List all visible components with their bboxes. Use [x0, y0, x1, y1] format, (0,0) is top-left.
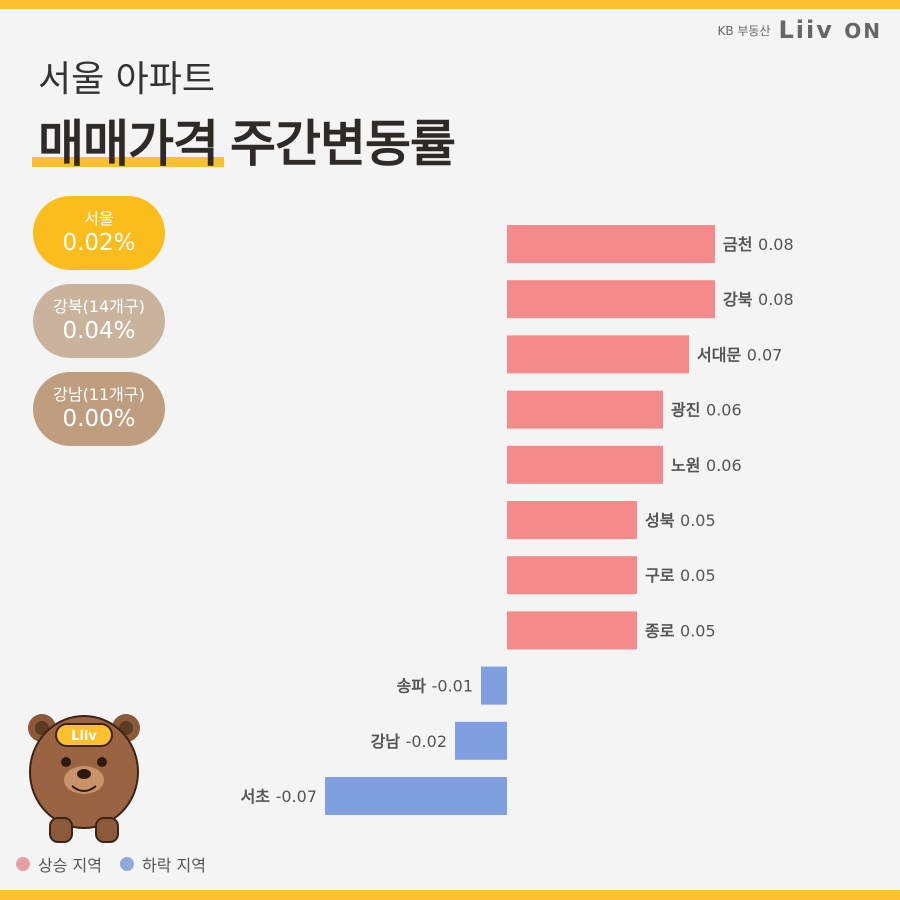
bar-종로: [507, 611, 637, 650]
brand-kb-text: KB 부동산: [717, 23, 771, 38]
bar-label-강남: 강남 -0.02: [371, 732, 447, 751]
legend: 상승 지역 하락 지역: [16, 852, 206, 876]
bar-label-금천: 금천 0.08: [723, 235, 794, 254]
legend-item-rise: 상승 지역: [16, 852, 102, 876]
bar-label-노원: 노원 0.06: [671, 456, 742, 475]
bar-label-송파: 송파 -0.01: [397, 677, 473, 696]
bar-금천: [507, 225, 715, 263]
liiv-on-logo: Liiv ON: [779, 16, 883, 44]
summary-pill-seoul: 서울 0.02%: [33, 196, 165, 270]
bar-label-강북: 강북 0.08: [723, 290, 794, 309]
summary-value: 0.00%: [62, 406, 136, 432]
logo-liiv-text: Liiv: [778, 16, 834, 44]
legend-label-rise: 상승 지역: [38, 856, 102, 875]
bar-label-종로: 종로 0.05: [645, 621, 716, 640]
bar-강남: [455, 721, 507, 760]
bar-label-서초: 서초 -0.07: [241, 787, 317, 806]
summary-value: 0.04%: [62, 318, 136, 344]
summary-label: 강남(11개구): [53, 385, 145, 404]
summary-pill-gangbuk: 강북(14개구) 0.04%: [33, 284, 165, 358]
bar-송파: [481, 666, 507, 705]
top-frame-bar: [0, 0, 900, 9]
mascot-badge-text: Liiv: [71, 729, 97, 744]
brand-header: KB 부동산 Liiv ON: [717, 16, 882, 44]
bar-성북: [507, 501, 637, 539]
title-line-2: 매매가격 주간변동률: [38, 104, 456, 176]
title-rest: 주간변동률: [230, 115, 456, 173]
bar-label-구로: 구로 0.05: [645, 566, 716, 585]
bar-광진: [507, 390, 663, 429]
bar-label-서대문: 서대문 0.07: [697, 345, 782, 364]
bar-label-광진: 광진 0.06: [671, 401, 742, 420]
title-line-1: 서울 아파트: [38, 59, 216, 100]
summary-value: 0.02%: [62, 230, 136, 256]
bar-label-성북: 성북 0.05: [645, 511, 716, 530]
summary-label: 강북(14개구): [53, 297, 145, 316]
summary-label: 서울: [84, 209, 114, 228]
bar-서대문: [507, 335, 689, 374]
bar-강북: [507, 280, 715, 319]
bear-mascot-icon: Liiv: [28, 714, 140, 843]
bar-노원: [507, 445, 663, 484]
legend-dot-fall: [119, 857, 134, 871]
logo-on-text: ON: [844, 19, 882, 43]
bar-서초: [325, 777, 507, 815]
legend-dot-rise: [16, 857, 30, 871]
title-highlight: 매매가격: [38, 115, 219, 173]
legend-item-fall: 하락 지역: [119, 852, 206, 876]
bar-구로: [507, 556, 637, 595]
summary-pill-gangnam: 강남(11개구) 0.00%: [33, 372, 165, 446]
bottom-frame-bar: [0, 890, 900, 900]
legend-label-fall: 하락 지역: [141, 856, 206, 875]
